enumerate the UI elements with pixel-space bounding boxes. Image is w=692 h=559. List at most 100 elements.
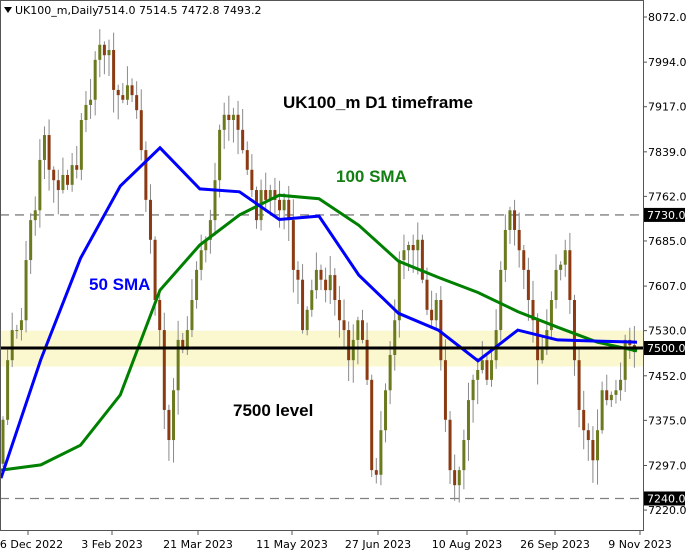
bull-candle-body <box>457 470 461 486</box>
candle <box>328 256 332 305</box>
bull-candle-body <box>84 104 88 121</box>
candle <box>42 126 46 180</box>
bear-candle-body <box>153 239 157 300</box>
sma-50-label: 50 SMA <box>89 275 150 294</box>
bear-candle-body <box>513 210 517 230</box>
candle <box>351 324 355 383</box>
candle <box>360 309 364 344</box>
sma-50-line <box>0 145 638 479</box>
candle <box>563 239 567 277</box>
bear-candle-body <box>130 85 134 96</box>
candle <box>102 41 106 75</box>
candle <box>572 294 576 376</box>
bull-candle-body <box>356 320 360 340</box>
bear-candle-body <box>582 409 586 431</box>
bull-candle-body <box>29 220 33 261</box>
candle <box>15 324 19 339</box>
bull-candle-body <box>282 199 286 211</box>
candle <box>439 286 443 371</box>
level-price-tag-label: 7500.0 <box>647 342 686 355</box>
bear-candle-body <box>572 299 576 361</box>
bear-candle-body <box>158 299 162 331</box>
candle <box>466 382 470 461</box>
candle <box>218 124 222 198</box>
candle <box>388 341 392 405</box>
bear-candle-body <box>264 190 268 200</box>
candle <box>457 466 461 503</box>
candle <box>222 102 226 149</box>
time-tick-label: 11 May 2023 <box>256 538 328 551</box>
bull-candle-body <box>503 229 507 270</box>
bear-candle-body <box>139 110 143 151</box>
price-tick-label: 7297.0 <box>648 459 687 472</box>
bull-candle-body <box>508 210 512 230</box>
bull-candle-body <box>172 390 176 441</box>
bear-candle-body <box>287 199 291 221</box>
candle <box>503 214 507 283</box>
candle <box>291 199 295 293</box>
bull-candle-body <box>268 190 272 200</box>
bear-candle-body <box>360 320 364 340</box>
candle <box>453 454 457 501</box>
candle <box>434 293 438 329</box>
candle <box>84 91 88 133</box>
bear-candle-body <box>568 250 572 300</box>
time-tick-label: 27 Jun 2023 <box>345 538 411 551</box>
bear-candle-body <box>181 339 185 350</box>
bull-candle-body <box>559 264 563 270</box>
candle <box>448 411 452 485</box>
time-tick-label: 16 Dec 2022 <box>0 538 63 551</box>
level-price-tag <box>644 341 685 356</box>
price-tick-label: 7994.0 <box>648 56 687 69</box>
candle <box>195 261 199 309</box>
level-price-tag <box>644 207 685 222</box>
bull-candle-body <box>407 245 411 251</box>
bear-candle-body <box>586 430 590 441</box>
bull-candle-body <box>596 430 600 461</box>
bear-candle-body <box>273 190 277 200</box>
candle <box>402 234 406 280</box>
candle <box>374 457 378 484</box>
candle <box>370 374 374 478</box>
bear-candle-body <box>102 44 106 56</box>
candle <box>337 286 341 338</box>
bull-candle-body <box>125 85 129 100</box>
candle <box>144 141 148 213</box>
bear-candle-body <box>448 419 452 471</box>
candle <box>241 109 245 154</box>
price-tick-label: 7762.0 <box>648 190 687 203</box>
candle <box>66 169 70 191</box>
bull-candle-body <box>351 339 355 361</box>
candle <box>213 162 217 236</box>
candle <box>107 39 111 77</box>
candle <box>420 234 424 284</box>
candle <box>443 339 447 432</box>
candle <box>425 267 429 316</box>
bull-candle-body <box>384 390 388 431</box>
triangle-down-icon[interactable] <box>4 7 12 13</box>
bull-candle-body <box>499 269 503 331</box>
bull-candle-body <box>195 269 199 300</box>
candle <box>231 107 235 143</box>
candle <box>6 349 10 425</box>
candle <box>619 362 623 401</box>
time-tick-label: 21 Mar 2023 <box>163 538 233 551</box>
bull-candle-body <box>619 379 623 391</box>
bear-candle-body <box>66 174 70 185</box>
candle <box>208 209 212 254</box>
symbol-label: UK100_m,Daily <box>15 4 99 17</box>
bear-candle-body <box>430 309 434 321</box>
candle <box>162 312 166 430</box>
price-tick-label: 7375.0 <box>648 414 687 427</box>
candle <box>121 82 125 104</box>
bear-candle-body <box>605 390 609 401</box>
candle <box>93 51 97 116</box>
bull-candle-body <box>185 330 189 350</box>
level-price-tag-label: 7240.0 <box>647 492 686 505</box>
candle <box>365 322 369 386</box>
candle <box>10 312 14 368</box>
price-axis: 8072.0 7994.0 7917.0 7839.0 7762.0 7685.0 7607… <box>643 11 687 517</box>
time-tick-label: 3 Feb 2023 <box>81 538 142 551</box>
